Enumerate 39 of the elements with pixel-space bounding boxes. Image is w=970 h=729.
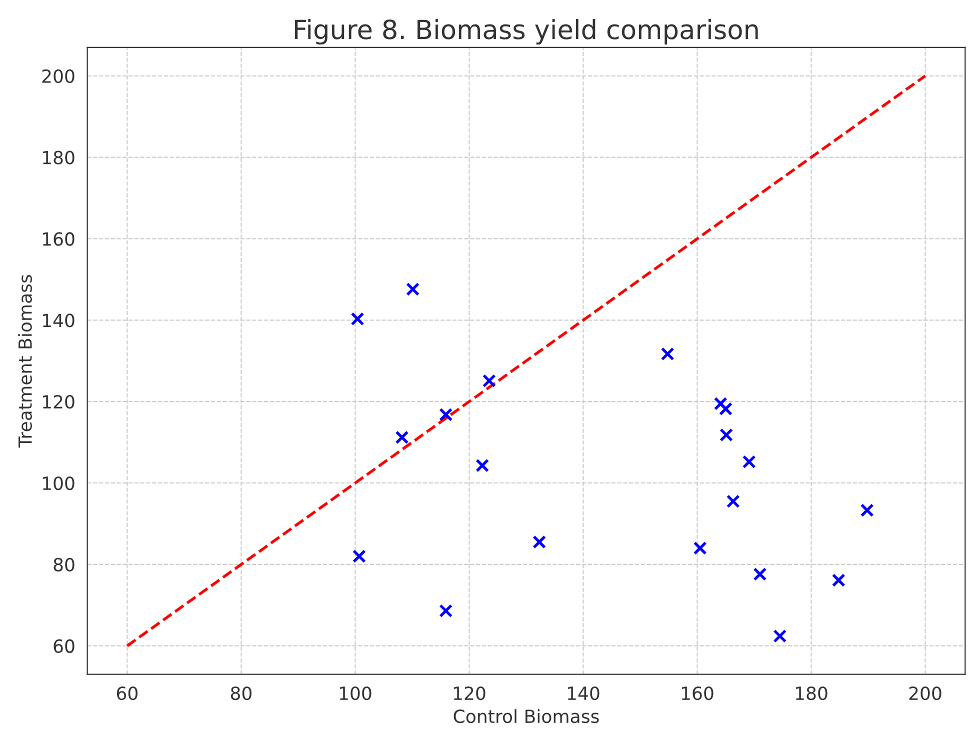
point: [439, 408, 453, 422]
point: [832, 574, 846, 588]
point: [482, 374, 496, 388]
x-tick-label: 120: [454, 686, 486, 700]
point: [476, 458, 490, 472]
point: [720, 428, 734, 442]
x-tick-label: 160: [682, 686, 714, 700]
point: [714, 396, 728, 410]
x-tick-label: 60: [116, 686, 138, 700]
y-tick-label: 100: [43, 476, 74, 490]
x-tick-label: 80: [230, 686, 252, 700]
point: [718, 402, 733, 416]
point: [742, 455, 756, 469]
x-tick-label: 180: [796, 686, 828, 700]
y-tick-label: 60: [54, 639, 74, 653]
chart-title: Figure 8. Biomass yield comparison: [295, 19, 758, 45]
point: [753, 567, 767, 581]
point: [860, 503, 874, 518]
y-tick-label: 140: [43, 314, 74, 328]
y-tick-label: 200: [42, 69, 74, 83]
x-axis-title: Control Biomass: [454, 709, 599, 724]
y-tick-label: 120: [43, 395, 74, 409]
y-tick-label: 160: [43, 232, 74, 246]
x-tick-label: 200: [909, 686, 942, 700]
point: [773, 629, 787, 643]
y-tick-label: 80: [54, 558, 74, 572]
point: [532, 535, 546, 549]
point: [352, 549, 366, 564]
x-tick-label: 140: [568, 686, 600, 700]
point: [726, 494, 740, 508]
y-axis-title: Treatment Biomass: [18, 274, 32, 448]
x-tick-label: 100: [340, 686, 372, 700]
point: [660, 347, 674, 361]
point: [406, 282, 420, 296]
point: [693, 541, 707, 555]
point: [395, 430, 409, 444]
point: [350, 312, 364, 326]
point: [439, 604, 453, 618]
y-tick-label: 180: [43, 150, 74, 164]
